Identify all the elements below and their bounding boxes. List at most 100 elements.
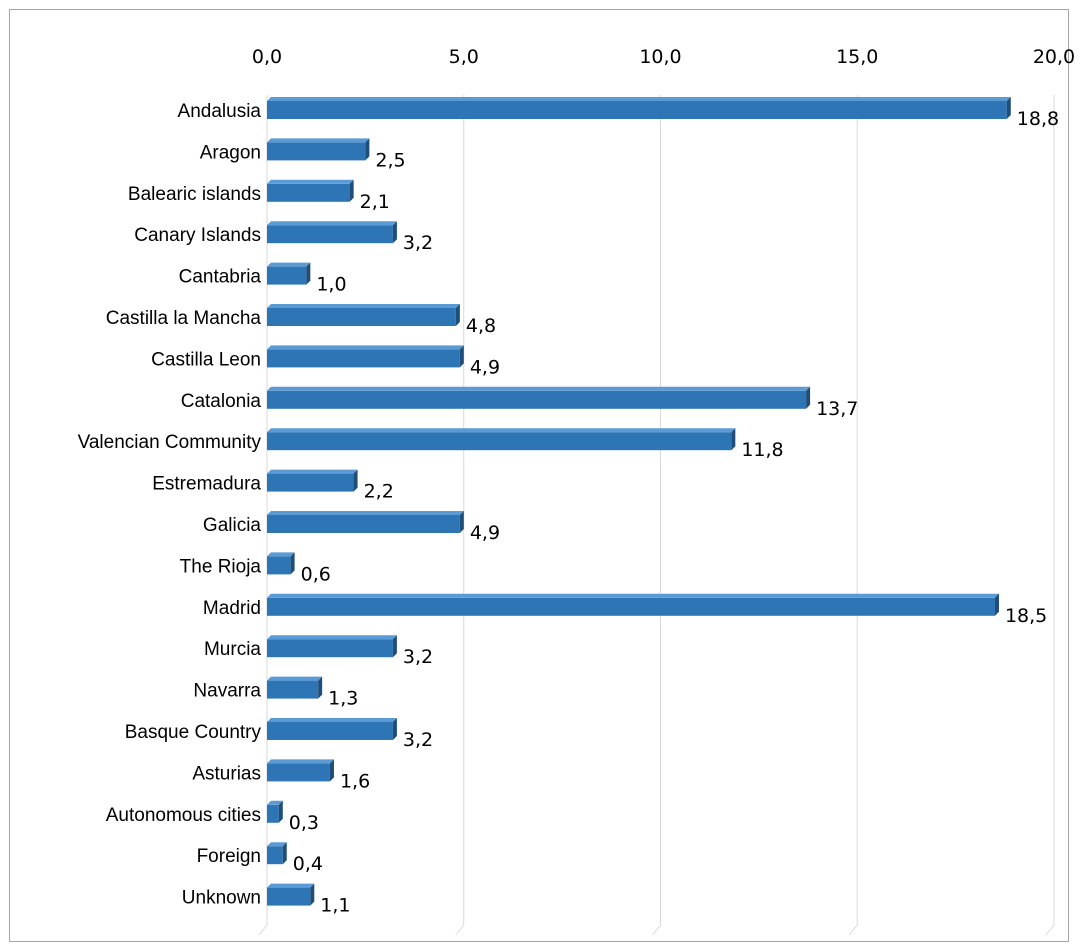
value-label: 0,3 [289, 812, 319, 834]
bar-top [267, 842, 287, 847]
x-tick-label: 10,0 [639, 46, 681, 68]
x-tick-label: 15,0 [836, 46, 878, 68]
bar-side [806, 386, 811, 409]
bar-top [267, 759, 334, 764]
bar [267, 349, 460, 368]
x-tick-label: 20,0 [1033, 46, 1075, 68]
bar [267, 722, 393, 740]
bar-top [267, 635, 397, 640]
value-label: 0,4 [293, 853, 323, 875]
category-label: Canary Islands [134, 225, 261, 246]
category-label: Foreign [197, 846, 261, 867]
value-label: 3,2 [403, 729, 433, 751]
category-label: Balearic islands [128, 184, 261, 205]
category-label: Navarra [193, 681, 261, 702]
bar-top [267, 428, 736, 433]
value-label: 4,9 [470, 522, 500, 544]
bar-side [365, 138, 370, 161]
bar-top [267, 262, 311, 267]
bar [267, 101, 1007, 119]
value-label: 11,8 [741, 439, 783, 461]
bar-side [392, 635, 397, 658]
chart-frame [9, 9, 1069, 942]
bar [267, 556, 291, 575]
value-label: 18,8 [1017, 108, 1059, 130]
bar-side [290, 552, 295, 575]
bar [267, 887, 311, 906]
bar-side [329, 759, 334, 782]
category-label: The Rioja [180, 556, 262, 577]
bar-side [459, 345, 464, 368]
bar-top [267, 883, 315, 888]
bar-side [459, 511, 464, 533]
bar-top [267, 138, 370, 143]
bar-top [267, 221, 397, 226]
bar-side [455, 304, 460, 326]
value-label: 1,6 [340, 770, 370, 792]
category-label: Galicia [203, 515, 262, 536]
x-tick-label: 5,0 [449, 46, 479, 68]
bar-side [306, 262, 311, 285]
bar [267, 639, 393, 658]
category-label: Unknown [182, 888, 261, 909]
bar [267, 597, 995, 616]
bar-top [267, 179, 354, 184]
bar-top [267, 345, 464, 350]
category-label: Autonomous cities [106, 805, 261, 826]
value-label: 1,3 [328, 688, 358, 710]
value-label: 18,5 [1005, 605, 1047, 627]
gridline-floor [1045, 924, 1055, 936]
bar-side [994, 593, 999, 616]
value-label: 1,1 [320, 895, 350, 917]
category-label: Asturias [192, 763, 261, 784]
category-label: Madrid [203, 598, 261, 619]
bar-top [267, 800, 283, 805]
value-label: 3,2 [403, 232, 433, 254]
bar [267, 680, 319, 699]
value-label: 2,1 [360, 191, 390, 213]
category-label: Estremadura [152, 474, 261, 495]
value-label: 3,2 [403, 646, 433, 668]
bar [267, 266, 307, 285]
bar-side [310, 883, 315, 906]
category-label: Castilla Leon [151, 349, 261, 370]
value-label: 2,5 [375, 149, 405, 171]
bar-side [731, 428, 736, 451]
bar [267, 390, 807, 409]
category-label: Valencian Community [78, 432, 262, 453]
category-label: Catalonia [181, 391, 262, 412]
category-label: Castilla la Mancha [106, 308, 262, 329]
category-label: Murcia [204, 639, 261, 660]
bar [267, 515, 460, 533]
bar-side [318, 676, 323, 699]
bar [267, 473, 354, 492]
bar-top [267, 97, 1011, 101]
bar-side [278, 800, 283, 823]
value-label: 2,2 [364, 481, 394, 503]
bar-top [267, 676, 323, 681]
bar-top [267, 552, 295, 557]
category-label: Cantabria [179, 267, 262, 288]
category-label: Andalusia [178, 101, 262, 122]
bar [267, 183, 350, 202]
bar-top [267, 718, 397, 722]
bar-top [267, 593, 999, 598]
bar-top [267, 386, 811, 391]
bar-side [392, 221, 397, 244]
value-label: 1,0 [316, 274, 346, 296]
bar-side [349, 179, 354, 202]
gridline-floor [258, 924, 268, 936]
bar-side [282, 842, 287, 865]
bar-top [267, 469, 358, 474]
value-label: 4,8 [466, 315, 496, 337]
gridline-floor [455, 924, 465, 936]
category-label: Basque Country [125, 722, 262, 743]
value-label: 0,6 [301, 563, 331, 585]
bar [267, 308, 456, 326]
bar [267, 142, 366, 161]
x-tick-label: 0,0 [252, 46, 282, 68]
bar [267, 804, 279, 823]
category-label: Aragon [200, 142, 261, 163]
bar-side [353, 469, 358, 492]
